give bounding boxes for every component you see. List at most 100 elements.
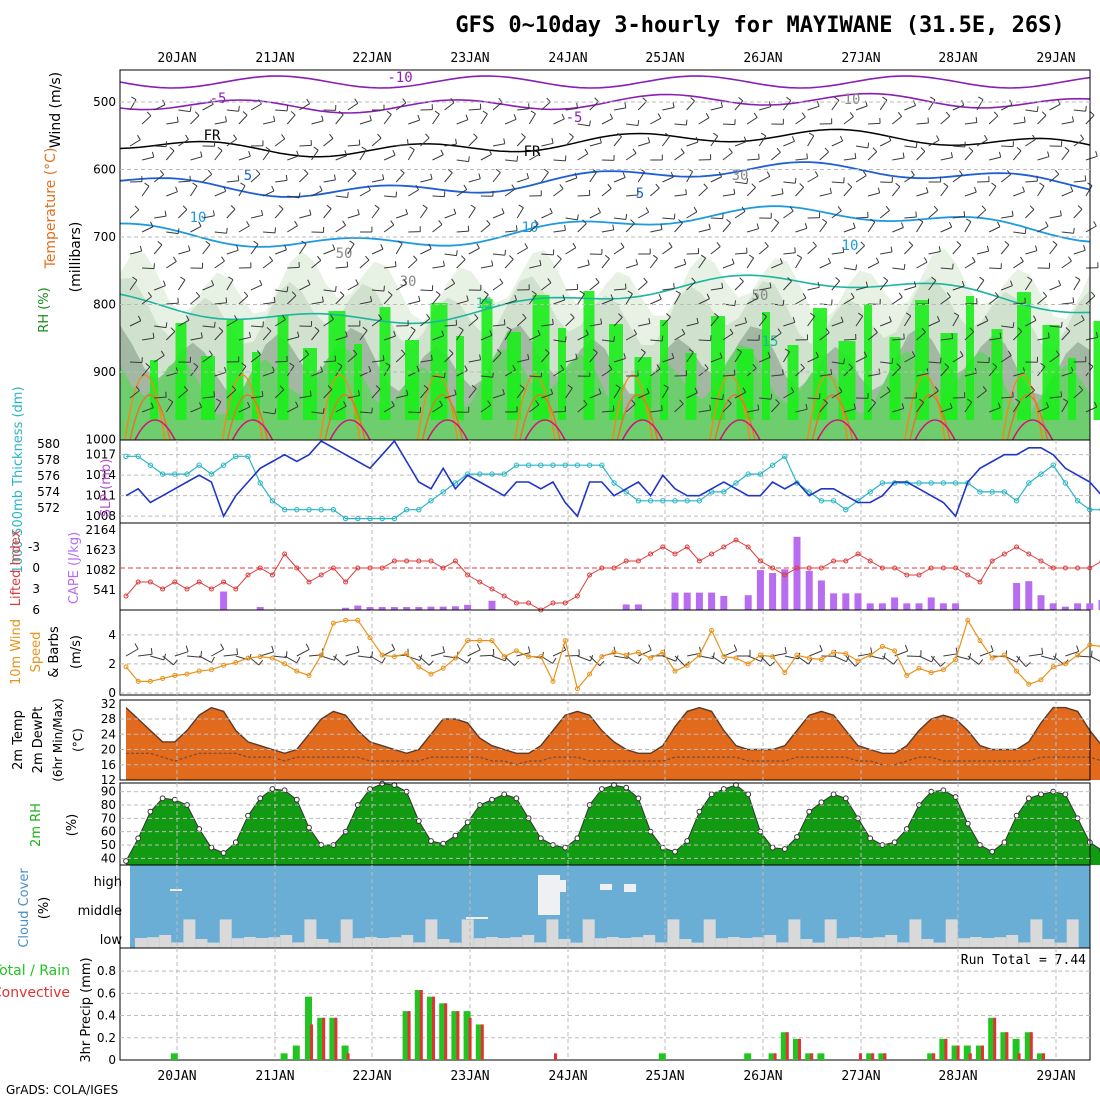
wind-barb-feather [981,205,987,211]
wind-barb-feather [691,277,696,283]
wind-barb [637,101,647,111]
lifted-index-point [867,558,873,564]
wind-barb-feather [812,241,817,247]
wind-barb [396,213,408,219]
wind-barb-feather [417,114,421,121]
wind10-barb-feather [343,660,349,666]
wind10-barb-feather [1041,647,1044,655]
wind-barb-feather [848,363,853,369]
cloud-low-bar [389,937,402,948]
wind-barb-feather [279,385,285,391]
top-day-label: 26JAN [743,51,782,66]
rh-bright-cell [558,328,566,420]
cloud-low-bar [231,938,244,948]
rh-bright-cell [277,315,289,420]
wind-barb-feather [349,240,355,245]
wind-barb [432,113,440,125]
cloud-low-bar [800,939,813,948]
wind-barb-feather [1024,228,1027,234]
wind-barb [589,212,601,219]
time-axes: 20JAN 21JAN 22JAN 23JAN 24JAN 25JAN 26JAN 27JAN… [157,51,1075,1084]
wind-barb [795,257,803,269]
precip-total-bar [780,1032,788,1060]
wind-barb [710,287,723,291]
wind-barb-feather [309,209,312,216]
wind-barb-feather [152,332,155,339]
wind-barb [504,258,514,269]
rh-bright-cell [660,320,668,420]
wind-barb [178,139,189,147]
rh2m-point [794,834,800,840]
wind10-point [1026,681,1032,687]
wind-barb-feather [967,398,973,403]
rh-tick: 80 [101,798,116,812]
wind10-point [465,638,471,644]
wind-barb [178,109,191,113]
slp-tick: 1008 [85,509,116,523]
wind-barb [1061,121,1074,125]
wind-barb [1061,302,1074,305]
lifted-index-point [745,544,751,550]
rh2m-point [1062,791,1069,798]
thickness-point [843,506,849,513]
cape-bar [622,604,630,610]
wind-barb-feather [223,186,227,192]
wind-barb [528,223,539,233]
wind-barb-feather [956,241,962,246]
temp-unit: (°C) [71,728,85,752]
wind-barb [214,302,227,305]
wind-barb-feather [455,138,457,145]
wind-barb-feather [731,258,735,264]
wind-barb-feather [516,155,519,162]
wind-barb [541,323,554,327]
temperature-contour-low [514,374,556,441]
wind-barb [613,177,626,183]
contour-label: 30 [400,274,417,290]
temp2m-series [125,706,1100,755]
wind-barb [274,208,284,219]
wind-barb-feather [294,220,298,226]
wind-barb [154,325,167,329]
wind-barb-feather [961,99,965,106]
wind-barb-feather [492,371,494,378]
wind-barb-feather [805,403,808,410]
wind-barb [226,389,237,399]
wind10-barb [967,655,980,665]
wind-barb-feather [802,293,807,299]
wind-barb [129,279,138,291]
wind-barb-feather [392,149,396,156]
wind-barb [359,189,371,197]
wind-barb-feather [618,313,623,318]
rh2m-point [159,795,166,802]
wind-barb-feather [678,219,683,224]
wind-barb [516,247,528,255]
wind10-point [599,654,605,660]
thickness-tick: 572 [37,501,60,515]
wind-barb [407,329,416,341]
wind-barb-feather [333,174,336,181]
thickness-point [1074,498,1081,504]
cloud-low-bar [437,939,450,948]
wind-barb-feather [1093,221,1097,227]
wind-barb-feather [576,102,578,109]
lifted-index-point [196,579,202,585]
wind-barb-feather [913,281,917,287]
temperature-contour [119,274,1091,325]
wind-barb-feather [902,152,905,159]
wind-barb-feather [468,156,470,162]
cloud-high-bar [538,875,560,915]
precip-frame [119,947,1091,1061]
wind-barb [783,252,796,255]
wind-barb [190,295,201,305]
wind-barb-feather [443,372,446,378]
wind-barb-feather [572,242,577,248]
wind-barb [783,280,792,291]
wind-barb [795,408,808,413]
wind-barb [964,122,977,125]
wind10-barb [1077,655,1092,658]
rh-bright-cell [787,345,799,420]
wind-barb [855,356,867,363]
lifted-index-point [465,572,471,578]
wind-barb-feather [946,292,951,298]
wind-barb [311,260,322,269]
